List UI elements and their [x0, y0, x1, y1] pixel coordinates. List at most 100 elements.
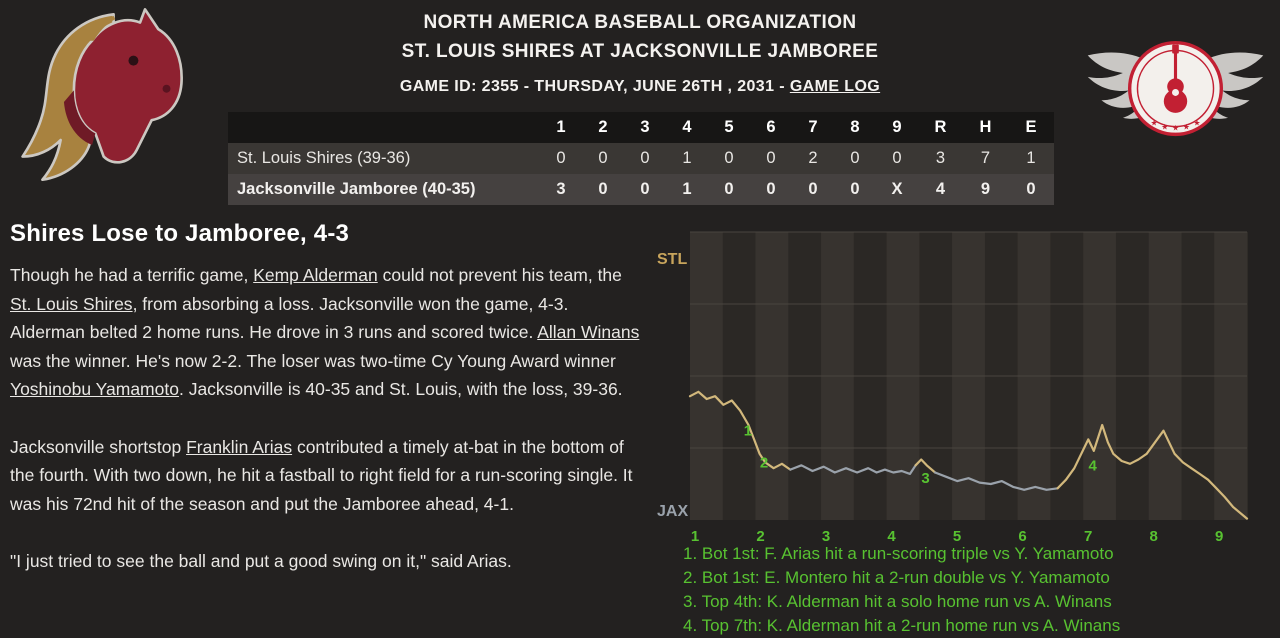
entity-link[interactable]: Yoshinobu Yamamoto: [10, 379, 179, 399]
st-louis-shires-logo: [16, 6, 188, 188]
inning-score: 0: [640, 180, 650, 198]
linescore-row: Jacksonville Jamboree (40-35) 3 0 0 1 0 0 0 0 X 4 9…: [228, 174, 1054, 205]
inning-axis-label: 8: [1150, 528, 1158, 545]
linescore-column-header: 4: [682, 118, 692, 136]
article-text: Jacksonville shortstop: [10, 436, 187, 457]
game-info-line: GAME ID: 2355 - THURSDAY, JUNE 26TH , 20…: [0, 78, 1280, 96]
article-text: , from absorbing a loss. Jacksonville wo…: [10, 293, 569, 343]
linescore-column-header: 2: [598, 118, 608, 136]
inning-score: 0: [892, 149, 902, 167]
horse-head-icon: [21, 7, 183, 182]
article-text: Though he had a terrific game,: [10, 265, 254, 285]
chart-event: 2. Bot 1st: E. Montero hit a 2-run doubl…: [683, 568, 1110, 587]
inning-score: X: [891, 180, 903, 198]
inning-axis-label: 5: [953, 528, 961, 545]
win-probability-panel: 1 2 3 4 1 2 3 4 5 6 7 8 9 STL JAX 1. Bot 1st: F. Arias…: [645, 210, 1280, 638]
inning-axis-label: 7: [1084, 528, 1092, 545]
article-text: contributed a timely at-bat in the botto…: [10, 436, 633, 514]
article-paragraph: Though he had a terrific game, Kemp Alde…: [10, 261, 640, 404]
article-headline: Shires Lose to Jamboree, 4-3: [10, 220, 350, 247]
jax-axis-label: JAX: [657, 503, 688, 520]
recap-article: Shires Lose to Jamboree, 4-3 Though he h…: [10, 220, 640, 605]
linescore-column-header: 3: [640, 118, 650, 136]
svg-text:★: ★: [1172, 123, 1179, 132]
jacksonville-jamboree-logo: ★ ★ ★ ★ ★: [1078, 22, 1273, 162]
org-title: NORTH AMERICA BASEBALL ORGANIZATION: [423, 12, 857, 33]
errors-total: 0: [1026, 180, 1036, 198]
article-paragraph: "I just tried to see the ball and put a …: [10, 547, 640, 576]
linescore-column-header: R: [934, 118, 947, 136]
win-probability-line: [1056, 423, 1249, 520]
win-probability-line: [688, 390, 792, 471]
team-name: St. Louis Shires (39-36): [237, 149, 411, 167]
inning-axis-label: 2: [756, 528, 764, 545]
inning-score: 1: [682, 149, 692, 167]
chart-event: 1. Bot 1st: F. Arias hit a run-scoring t…: [683, 544, 1114, 563]
article-text: was the winner. He's now 2-2. The loser …: [10, 350, 616, 371]
linescore-column-header: E: [1025, 118, 1037, 136]
inning-axis-label: 9: [1215, 528, 1223, 545]
article-text: "I just tried to see the ball and put a …: [10, 551, 512, 571]
linescore-column-header: 1: [556, 118, 566, 136]
entity-link[interactable]: Allan Winans: [537, 322, 640, 342]
article-text: could not prevent his team, the: [377, 265, 622, 285]
inning-score: 0: [640, 149, 650, 167]
inning-score: 0: [724, 149, 734, 167]
inning-score: 0: [598, 180, 608, 198]
winged-guitar-icon: ★ ★ ★ ★ ★: [1087, 41, 1264, 137]
win-probability-line: [789, 464, 917, 475]
linescore-column-header: 6: [766, 118, 776, 136]
stl-axis-label: STL: [657, 251, 687, 268]
game-log-link[interactable]: GAME LOG: [789, 78, 881, 95]
inning-score: 0: [850, 180, 860, 198]
inning-score: 0: [850, 149, 860, 167]
team-name: Jacksonville Jamboree (40-35): [237, 180, 476, 198]
article-paragraph: Jacksonville shortstop Franklin Arias co…: [10, 433, 640, 519]
chart-event: 3. Top 4th: K. Alderman hit a solo home …: [683, 592, 1112, 611]
inning-axis-label: 6: [1018, 528, 1026, 545]
runs-total: 4: [935, 180, 946, 198]
entity-link[interactable]: Kemp Alderman: [253, 265, 378, 285]
inning-score: 0: [808, 180, 818, 198]
win-probability-line: [914, 458, 937, 474]
game-info-text: GAME ID: 2355 - THURSDAY, JUNE 26TH , 20…: [399, 78, 790, 95]
inning-axis-label: 3: [822, 528, 830, 545]
entity-link[interactable]: St. Louis Shires: [10, 293, 133, 314]
svg-text:★: ★: [1193, 119, 1200, 128]
inning-score: 3: [556, 180, 566, 198]
win-probability-line: [934, 471, 1059, 491]
errors-total: 1: [1026, 149, 1036, 167]
linescore-row: St. Louis Shires (39-36) 0 0 0 1 0 0 2 0 0 3 7 1: [228, 143, 1054, 174]
linescore-column-header: 5: [724, 118, 734, 136]
chart-events: 1. Bot 1st: F. Arias hit a run-scoring t…: [683, 542, 1120, 638]
runs-total: 3: [935, 149, 946, 167]
hits-total: 7: [980, 149, 991, 167]
chart-event-marker: 1: [744, 423, 752, 440]
entity-link[interactable]: Franklin Arias: [186, 436, 293, 457]
linescore-column-header: 9: [892, 118, 902, 136]
svg-text:★: ★: [1151, 119, 1158, 128]
linescore-header-row: 1 2 3 4 5 6 7 8 9 R H E: [228, 112, 1054, 143]
svg-text:★: ★: [1183, 122, 1190, 131]
chart-event-marker: 2: [760, 454, 768, 471]
inning-score: 0: [766, 180, 776, 198]
linescore-table: 1 2 3 4 5 6 7 8 9 R H E St. Louis Shires (39-36) 0 0 0 1…: [228, 112, 1054, 205]
inning-score: 1: [682, 180, 692, 198]
inning-score: 0: [724, 180, 734, 198]
linescore-column-header: 7: [808, 118, 818, 136]
linescore-column-header: H: [979, 118, 992, 136]
chart-event-marker: 3: [921, 470, 929, 487]
inning-axis-label: 1: [691, 528, 699, 545]
inning-score: 0: [598, 149, 608, 167]
inning-score: 2: [808, 149, 818, 167]
linescore-column-header: 8: [850, 118, 860, 136]
article-text: . Jacksonville is 40-35 and St. Louis, w…: [178, 379, 623, 399]
chart-event-marker: 4: [1089, 457, 1098, 474]
hits-total: 9: [980, 180, 991, 198]
matchup-title: ST. LOUIS SHIRES AT JACKSONVILLE JAMBORE…: [401, 41, 879, 62]
chart-event: 4. Top 7th: K. Alderman hit a 2-run home…: [683, 616, 1121, 635]
inning-axis-label: 4: [887, 528, 896, 545]
article-body: Though he had a terrific game, Kemp Alde…: [10, 261, 640, 576]
svg-text:★: ★: [1161, 122, 1168, 131]
